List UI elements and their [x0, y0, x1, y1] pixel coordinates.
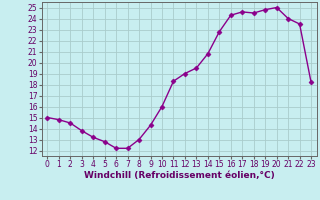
X-axis label: Windchill (Refroidissement éolien,°C): Windchill (Refroidissement éolien,°C) [84, 171, 275, 180]
